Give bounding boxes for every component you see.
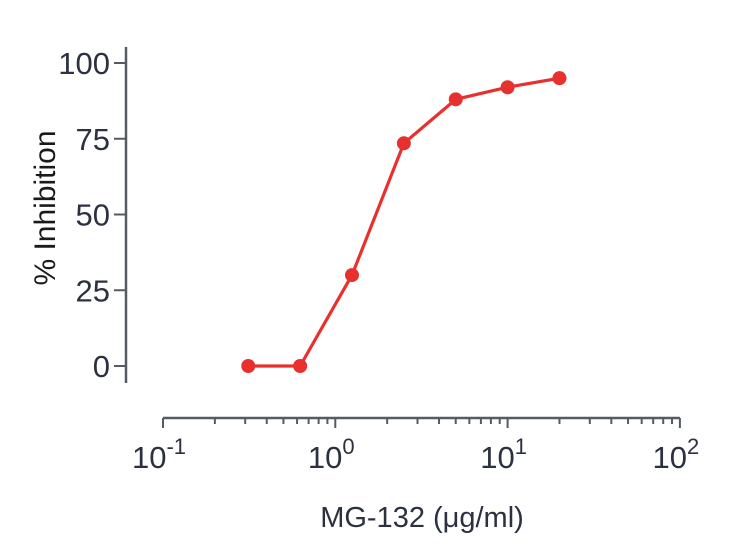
- data-point-marker: [396, 136, 411, 151]
- x-axis: 10-1 100 101 102: [132, 416, 700, 475]
- x-tick-label: 102: [653, 434, 700, 475]
- series-line: [248, 76, 560, 368]
- y-tick-label: 25: [76, 273, 110, 308]
- y-tick-label: 50: [76, 198, 110, 233]
- data-point-marker: [293, 359, 308, 373]
- y-tick-label: 75: [76, 122, 110, 157]
- y-axis: 0 25 50 75 100: [58, 46, 128, 384]
- x-tick-label: 101: [480, 434, 527, 475]
- data-point-marker: [344, 268, 359, 283]
- data-point-marker: [448, 92, 463, 107]
- y-tick-label: 0: [93, 349, 110, 384]
- y-tick-label: 100: [58, 46, 110, 81]
- y-axis-title: % Inhibition: [29, 130, 62, 285]
- data-point-marker: [552, 71, 567, 86]
- x-axis-title: MG-132 (μg/ml): [320, 502, 524, 534]
- data-point-marker: [241, 359, 256, 373]
- data-point-marker: [500, 80, 515, 95]
- x-tick-label: 10-1: [132, 434, 186, 475]
- data-series: [241, 71, 567, 373]
- x-tick-label: 100: [308, 434, 355, 475]
